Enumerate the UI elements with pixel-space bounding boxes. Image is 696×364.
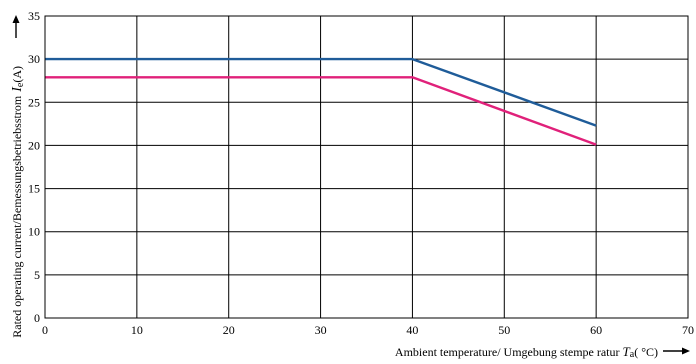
x-tick-label: 70 <box>682 323 694 337</box>
x-tick-label: 40 <box>406 323 418 337</box>
y-axis-description: Rated operating current/Bemessungsbetrie… <box>10 95 24 338</box>
series-lines <box>45 57 597 146</box>
x-tick-label: 50 <box>498 323 510 337</box>
x-tick-label: 30 <box>315 323 327 337</box>
y-tick-label: 15 <box>28 182 40 196</box>
y-axis-unit: (A) <box>10 66 24 83</box>
y-tick-label: 5 <box>34 268 40 282</box>
x-axis-unit: ( °C) <box>634 345 658 359</box>
x-axis-subscript: a <box>630 349 635 360</box>
grid <box>44 15 689 319</box>
y-axis-label: Rated operating current/Bemessungsbetrie… <box>10 66 26 338</box>
y-tick-label: 20 <box>28 138 40 152</box>
x-tick-label: 20 <box>223 323 235 337</box>
y-tick-label: 10 <box>28 225 40 239</box>
series-line-2 <box>45 76 597 146</box>
x-tick-label: 10 <box>131 323 143 337</box>
y-axis-subscript: e <box>15 82 26 87</box>
plot-frame <box>44 15 689 319</box>
y-tick-label: 25 <box>28 95 40 109</box>
x-axis-symbol: T <box>623 344 631 359</box>
x-axis-label-prefix: Ambient temperature/ Umgebung stempe rat… <box>395 345 623 359</box>
y-axis-arrow <box>12 15 20 38</box>
series-line-1 <box>45 57 597 127</box>
x-axis-label: Ambient temperature/ Umgebung stempe rat… <box>395 344 658 360</box>
x-tick-label: 0 <box>42 323 48 337</box>
y-axis-symbol: I <box>10 86 25 93</box>
x-axis-arrow <box>663 347 690 355</box>
y-tick-label: 35 <box>28 9 40 23</box>
y-tick-labels: 0 5 10 15 20 25 30 35 <box>28 9 40 325</box>
y-tick-label: 30 <box>28 52 40 66</box>
y-tick-label: 0 <box>34 311 40 325</box>
x-tick-labels: 0 10 20 30 40 50 60 70 <box>42 323 694 337</box>
x-tick-label: 60 <box>590 323 602 337</box>
